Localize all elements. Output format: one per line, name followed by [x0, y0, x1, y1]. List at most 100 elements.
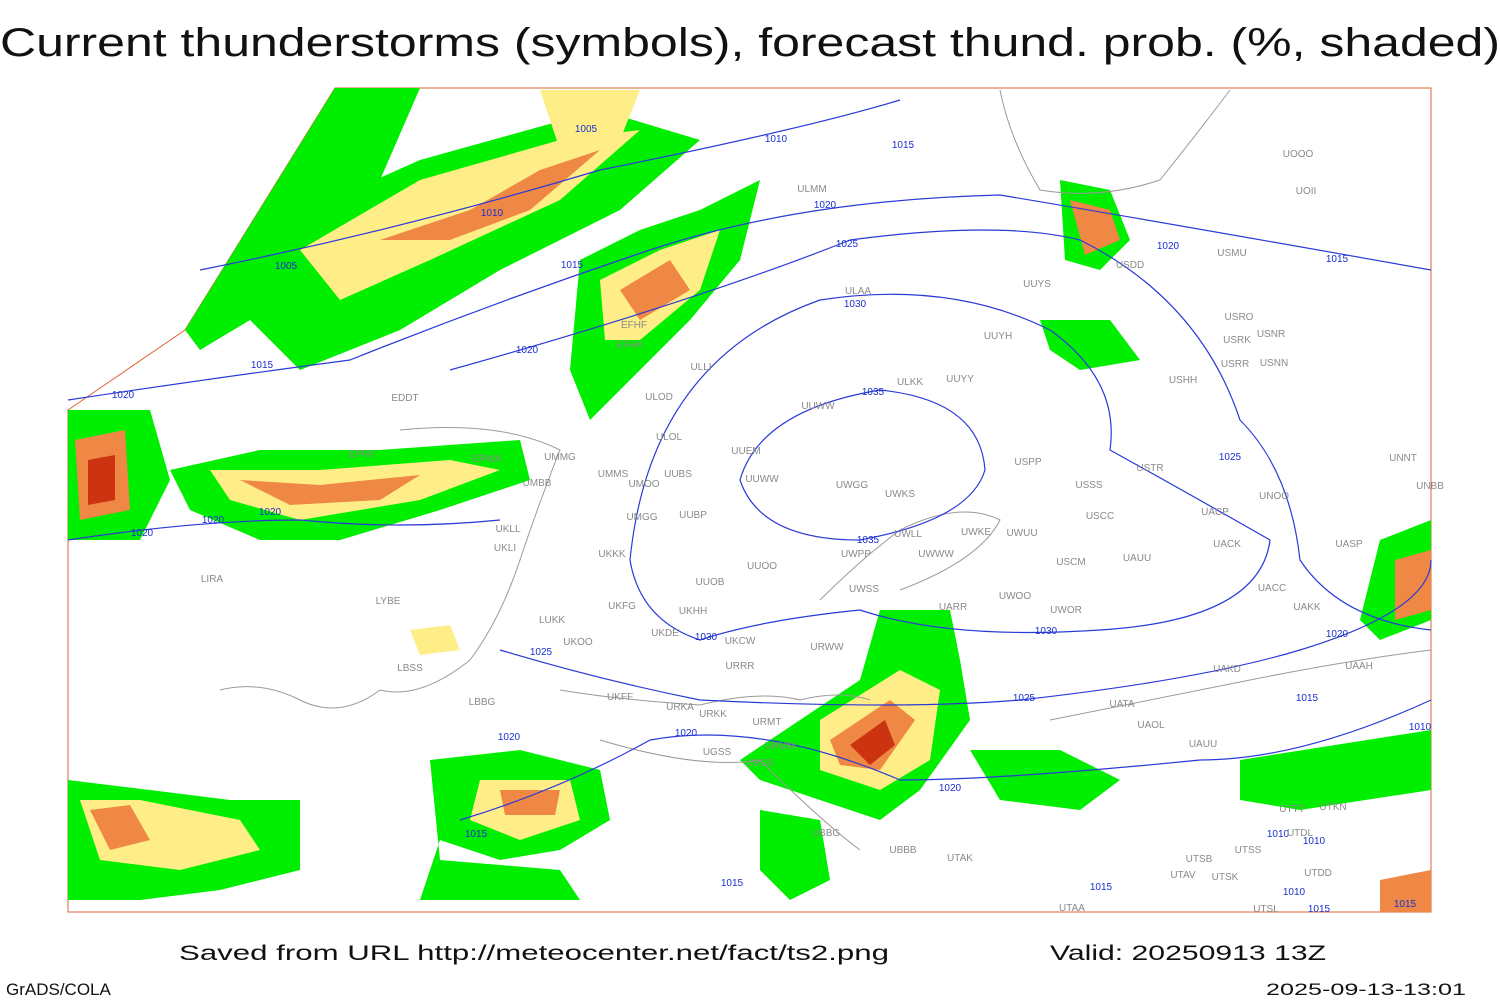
station-label: UUEM [731, 446, 760, 457]
station-label: UACC [1258, 583, 1286, 594]
station-label: UTSL [1253, 904, 1279, 915]
software-credit: GrADS/COLA [6, 980, 112, 999]
station-label: URSS [746, 758, 774, 769]
station-label: UKOO [563, 637, 593, 648]
station-label: ULLI [690, 362, 711, 373]
isobar-label: 1020 [1326, 629, 1349, 640]
isobar-label: 1020 [202, 515, 225, 526]
station-label: UUWW [801, 401, 835, 412]
station-label: UKHH [679, 606, 707, 617]
isobar-label: 1025 [836, 239, 859, 250]
station-label: EDDT [391, 393, 418, 404]
station-label: UAUU [1189, 739, 1217, 750]
station-label: EPWA [472, 454, 501, 465]
station-label: UTAA [1059, 903, 1085, 914]
station-label: USSS [1075, 480, 1103, 491]
station-label: UMBB [523, 478, 552, 489]
isobar-label: 1020 [259, 507, 282, 518]
station-label: UAAH [1345, 661, 1373, 672]
station-label: UOII [1296, 186, 1317, 197]
isobar-label: 1030 [1035, 626, 1058, 637]
station-label: UWLL [894, 529, 922, 540]
station-label: URWW [810, 642, 844, 653]
map-title: Current thunderstorms (symbols), forecas… [0, 21, 1500, 65]
station-label: UTSK [1212, 872, 1239, 883]
isobar-label: 1015 [251, 360, 274, 371]
isobar-label: 1015 [561, 260, 584, 271]
timestamp: 2025-09-13-13:01 [1266, 980, 1466, 999]
station-label: USMU [1217, 248, 1246, 259]
station-label: UTKN [1319, 802, 1346, 813]
isobar-label: 1020 [498, 732, 521, 743]
isobar-label: 1010 [1267, 829, 1290, 840]
source-url: Saved from URL http://meteocenter.net/fa… [179, 942, 889, 965]
isobar-label: 1030 [844, 299, 867, 310]
isobar-label: 1015 [892, 140, 915, 151]
isobar-label: 1020 [131, 528, 154, 539]
station-label: ULOD [645, 392, 673, 403]
station-label: UTSB [1186, 854, 1213, 865]
station-label: EFHK [617, 340, 644, 351]
station-label: LUKK [539, 615, 565, 626]
station-label: UBBB [889, 845, 917, 856]
station-label: UTAK [947, 853, 973, 864]
station-label: USRO [1225, 312, 1254, 323]
isobar-label: 1010 [765, 134, 788, 145]
station-label: UWUU [1006, 528, 1037, 539]
isobar-label: 1020 [516, 345, 539, 356]
station-label: UTDD [1304, 868, 1332, 879]
station-label: UAUU [1123, 553, 1151, 564]
station-label: USHH [1169, 375, 1197, 386]
station-label: UUBP [679, 510, 707, 521]
station-label: UUYY [946, 374, 974, 385]
station-label: URRR [726, 661, 755, 672]
isobar-label: 1025 [1219, 452, 1242, 463]
station-labels: ULMM ULAA UUYS UUYH ULKK UUYY UUWW UUEM UWGG UWKS… [201, 149, 1444, 915]
station-label: UWKE [961, 527, 991, 538]
station-label: UNOO [1259, 491, 1289, 502]
isobar-label: 1035 [862, 387, 885, 398]
station-label: UBBG [812, 828, 841, 839]
station-label: UKLI [494, 543, 516, 554]
station-label: USPP [1014, 457, 1042, 468]
station-label: UMOO [628, 479, 659, 490]
isobar-label: 1015 [1326, 254, 1349, 265]
station-label: UACK [1213, 539, 1241, 550]
station-label: UMGG [626, 512, 657, 523]
station-label: ULMM [797, 184, 826, 195]
station-label: UMMS [598, 469, 629, 480]
station-label: UGSS [703, 747, 732, 758]
station-label: UWSS [849, 584, 879, 595]
station-label: UUYS [1023, 279, 1051, 290]
isobar-label: 1030 [695, 632, 718, 643]
station-label: EFHF [621, 320, 647, 331]
station-label: USTR [1136, 463, 1163, 474]
isobar-label: 1035 [857, 535, 880, 546]
isobar-label: 1015 [721, 878, 744, 889]
isobar-label: 1020 [814, 200, 837, 211]
isobar-label: 1015 [1296, 693, 1319, 704]
station-label: UUOO [747, 561, 777, 572]
station-label: UKLL [495, 524, 520, 535]
station-label: UOOO [1283, 149, 1314, 160]
station-label: UMMG [544, 452, 576, 463]
station-label: UKKK [598, 549, 626, 560]
station-label: USNN [1260, 358, 1288, 369]
station-label: UUWW [745, 474, 779, 485]
station-label: URMM [764, 741, 795, 752]
station-label: USRR [1221, 359, 1249, 370]
station-label: USCC [1086, 511, 1114, 522]
isobar-label: 1020 [112, 390, 135, 401]
valid-time: Valid: 20250913 13Z [1050, 942, 1326, 965]
station-label: UWKS [885, 489, 915, 500]
station-label: UNBB [1416, 481, 1444, 492]
coastlines [219, 89, 1432, 851]
station-label: ULOL [656, 432, 683, 443]
station-label: UASP [1335, 539, 1363, 550]
station-label: UWWW [918, 549, 954, 560]
isobar-label: 1010 [1409, 722, 1432, 733]
station-label: LIRA [201, 574, 224, 585]
isobar-label: 1025 [530, 647, 553, 658]
station-label: UTSS [1235, 845, 1262, 856]
